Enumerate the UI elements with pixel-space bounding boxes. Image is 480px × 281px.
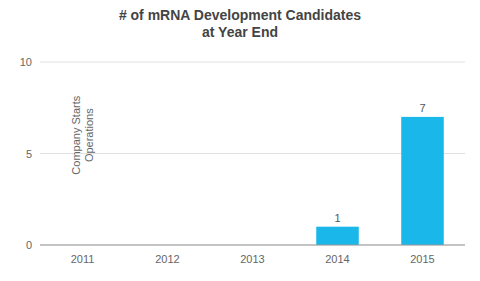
data-label: 7 xyxy=(419,102,425,114)
annotation-group: Company StartsOperations xyxy=(70,95,95,174)
y-tick-label: 10 xyxy=(20,56,32,68)
annotation-line: Company Starts xyxy=(70,95,82,174)
bar xyxy=(401,117,444,245)
data-label: 1 xyxy=(334,212,340,224)
x-tick-label: 2014 xyxy=(325,253,349,265)
bars xyxy=(316,117,444,245)
y-tick-label: 0 xyxy=(26,239,32,251)
chart: # of mRNA Development Candidatesat Year … xyxy=(0,0,480,281)
grid-line xyxy=(40,62,465,63)
title: # of mRNA Development Candidatesat Year … xyxy=(119,7,361,40)
title-line: at Year End xyxy=(202,24,278,40)
bar xyxy=(316,227,359,245)
annotation: Company StartsOperations xyxy=(70,95,95,174)
grid xyxy=(40,62,465,245)
x-tick-label: 2013 xyxy=(240,253,264,265)
x-tick-label: 2015 xyxy=(410,253,434,265)
title-line: # of mRNA Development Candidates xyxy=(119,7,361,23)
x-axis-line xyxy=(40,245,465,246)
x-tick-label: 2012 xyxy=(155,253,179,265)
grid-line xyxy=(40,245,465,246)
x-tick-label: 2011 xyxy=(71,253,95,265)
annotation-line: Operations xyxy=(83,108,95,162)
y-tick-label: 5 xyxy=(26,148,32,160)
